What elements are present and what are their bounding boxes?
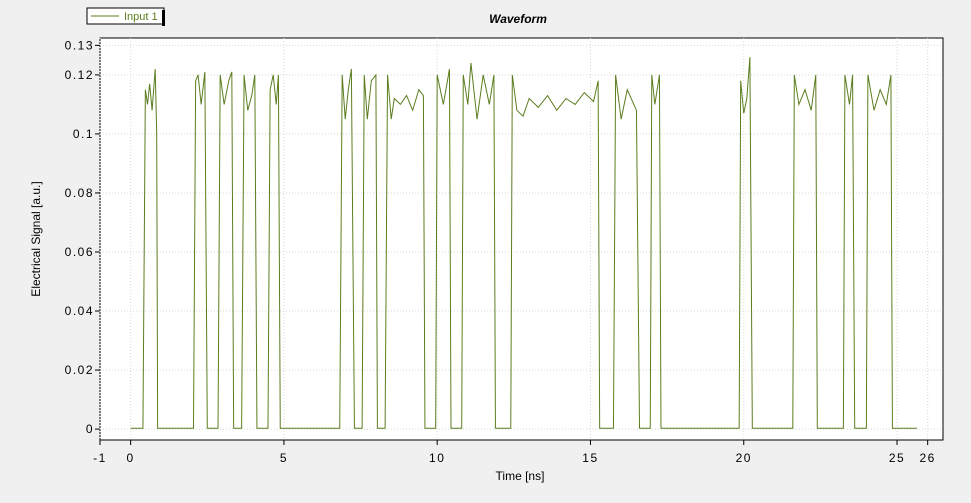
x-tick-label: -1	[93, 451, 107, 465]
x-tick-label: 15	[582, 451, 598, 465]
y-axis-label: Electrical Signal [a.u.]	[29, 181, 43, 296]
x-tick-label: 0	[127, 451, 135, 465]
y-tick-label: 0.13	[65, 38, 94, 52]
x-tick-label: 25	[889, 451, 905, 465]
x-tick-label: 5	[280, 451, 288, 465]
x-tick-label: 20	[736, 451, 752, 465]
y-tick-label: 0.12	[65, 68, 94, 82]
y-tick-label: 0.06	[65, 245, 94, 259]
x-tick-label: 26	[919, 451, 935, 465]
y-tick-label: 0.02	[65, 363, 94, 377]
series-line	[130, 57, 917, 429]
x-tick-label: 10	[429, 451, 445, 465]
y-tick-label: 0.1	[73, 127, 94, 141]
legend-shadow	[162, 10, 165, 26]
plot-area	[99, 37, 944, 441]
chart-title: Waveform	[489, 12, 547, 26]
y-tick-label: 0.04	[65, 304, 94, 318]
y-tick-label: 0	[86, 422, 94, 436]
x-axis-label: Time [ns]	[496, 469, 545, 483]
y-tick-label: 0.08	[65, 186, 94, 200]
legend-label: Input 1	[124, 11, 158, 23]
